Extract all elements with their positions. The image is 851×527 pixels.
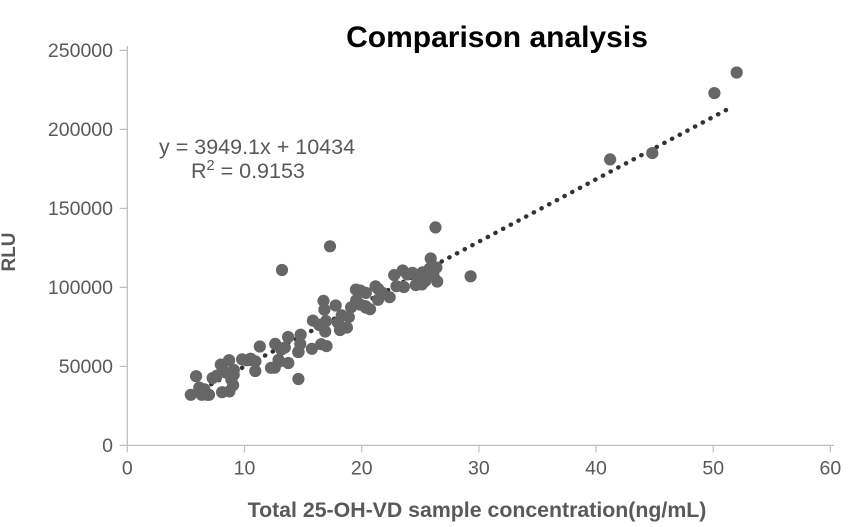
svg-text:0: 0	[102, 435, 113, 457]
svg-text:30: 30	[468, 458, 490, 480]
svg-text:Total 25-OH-VD sample concent: Total 25-OH-VD sample concentration(ng/m…	[248, 498, 707, 522]
svg-text:60: 60	[820, 458, 842, 480]
svg-text:20: 20	[351, 458, 373, 480]
svg-text:250000: 250000	[48, 40, 113, 62]
svg-text:200000: 200000	[48, 119, 113, 141]
svg-text:50: 50	[702, 458, 724, 480]
svg-text:Comparison analysis: Comparison analysis	[346, 21, 648, 54]
svg-text:150000: 150000	[48, 198, 113, 220]
svg-text:0: 0	[122, 458, 133, 480]
svg-text:50000: 50000	[59, 356, 113, 378]
svg-text:10: 10	[234, 458, 256, 480]
svg-text:RLU: RLU	[0, 232, 20, 271]
svg-text:y = 3949.1x + 10434: y = 3949.1x + 10434	[159, 135, 355, 159]
svg-text:100000: 100000	[48, 277, 113, 299]
svg-text:40: 40	[585, 458, 607, 480]
